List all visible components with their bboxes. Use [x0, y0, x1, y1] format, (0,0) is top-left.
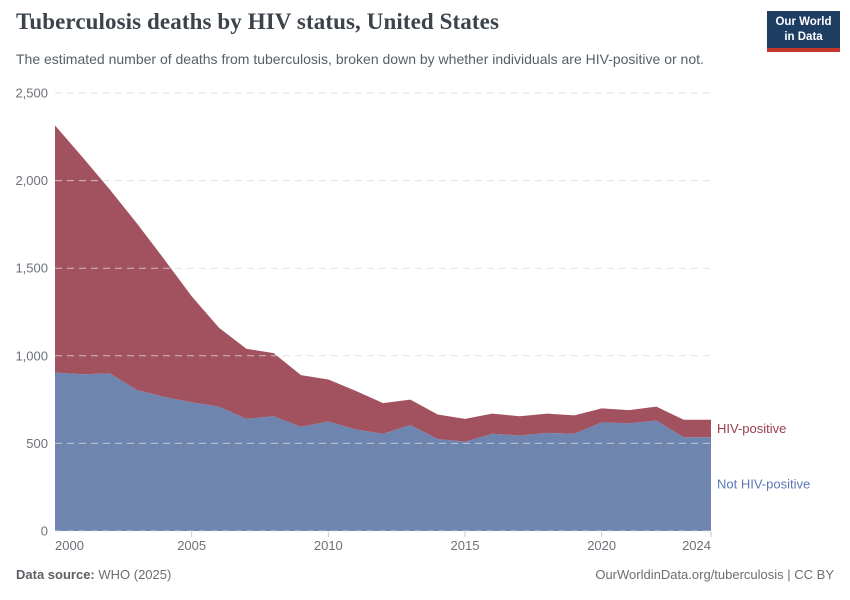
owid-logo-line1: Our World [775, 16, 832, 28]
owid-logo-line2: in Data [784, 30, 823, 43]
x-tick-label: 2005 [177, 538, 206, 553]
owid-citation-link[interactable]: OurWorldinData.org/tuberculosis | CC BY [595, 567, 834, 582]
x-tick-label: 2010 [314, 538, 343, 553]
y-tick-label: 0 [41, 524, 48, 539]
x-tick-label: 2024 [682, 538, 711, 553]
y-tick-label: 1,000 [15, 348, 48, 363]
x-tick-label: 2015 [451, 538, 480, 553]
y-tick-label: 1,500 [15, 261, 48, 276]
data-source: Data source: WHO (2025) [16, 567, 171, 582]
chart-subtitle: The estimated number of deaths from tube… [16, 51, 704, 67]
chart-footer: Data source: WHO (2025) OurWorldinData.o… [16, 567, 834, 582]
owid-logo[interactable]: Our World in Data [767, 11, 840, 52]
data-source-label: Data source: [16, 567, 95, 582]
y-tick-label: 2,500 [15, 86, 48, 101]
area-hiv-positive[interactable] [55, 125, 711, 442]
x-tick-label: 2000 [55, 538, 84, 553]
area-not-hiv-positive[interactable] [55, 372, 711, 531]
y-tick-label: 500 [26, 436, 48, 451]
series-label-not-hiv-positive[interactable]: Not HIV-positive [717, 477, 810, 492]
y-tick-label: 2,000 [15, 173, 48, 188]
series-label-hiv-positive[interactable]: HIV-positive [717, 421, 786, 436]
x-tick-label: 2020 [587, 538, 616, 553]
chart-title: Tuberculosis deaths by HIV status, Unite… [16, 9, 500, 34]
data-source-value: WHO (2025) [94, 567, 172, 582]
